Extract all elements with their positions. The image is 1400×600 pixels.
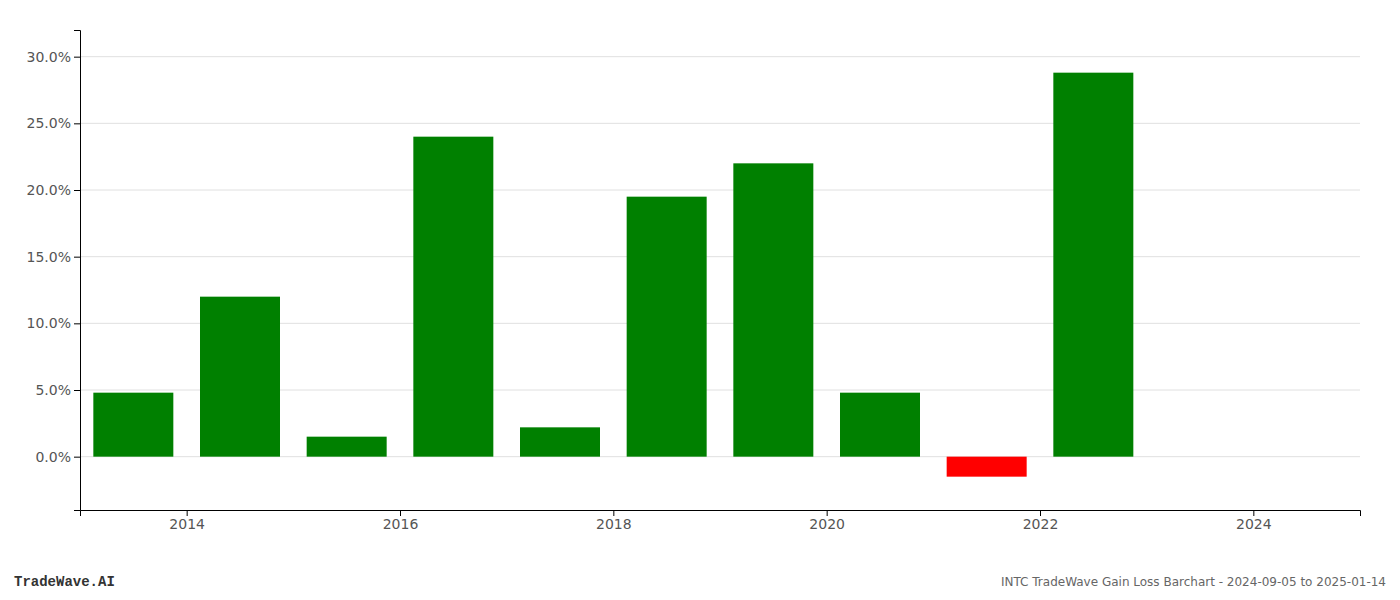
x-axis: 2014 2016 2018 2020 2022 2024 bbox=[81, 510, 1361, 532]
y-tick-mark bbox=[74, 123, 80, 124]
x-tick: 2014 bbox=[169, 510, 205, 532]
bar bbox=[200, 297, 280, 457]
y-tick-mark bbox=[74, 390, 80, 391]
y-tick-label: 10.0% bbox=[27, 315, 71, 331]
x-tick: 2016 bbox=[383, 510, 419, 532]
grid-line bbox=[80, 190, 1360, 191]
x-tick: 2020 bbox=[809, 510, 845, 532]
y-tick-label: 20.0% bbox=[27, 182, 71, 198]
bar bbox=[947, 457, 1027, 477]
y-axis: 0.0% 5.0% 10.0% 15.0% 20.0% 25.0% 30.0% bbox=[27, 31, 81, 511]
y-tick: 25.0% bbox=[27, 115, 80, 131]
y-tick: 30.0% bbox=[27, 49, 80, 65]
bar bbox=[1053, 73, 1133, 457]
y-tick: 5.0% bbox=[35, 382, 80, 398]
x-axis-line bbox=[81, 511, 1361, 517]
watermark: TradeWave.AI bbox=[14, 574, 115, 590]
x-tick-label: 2014 bbox=[169, 516, 205, 532]
y-tick-mark bbox=[74, 323, 80, 324]
bars bbox=[93, 73, 1133, 477]
chart: 0.0%5.0%10.0%15.0%20.0%25.0%30.0%2014201… bbox=[0, 0, 1400, 600]
y-tick: 20.0% bbox=[27, 182, 80, 198]
x-tick: 2022 bbox=[1023, 510, 1059, 532]
x-tick-label: 2024 bbox=[1236, 516, 1272, 532]
x-tick: 2018 bbox=[596, 510, 632, 532]
bar bbox=[840, 393, 920, 457]
x-tick-label: 2016 bbox=[383, 516, 419, 532]
grid-line bbox=[80, 56, 1360, 57]
y-tick-label: 5.0% bbox=[35, 382, 71, 398]
title: INTC TradeWave Gain Loss Barchart - 2024… bbox=[1001, 575, 1386, 589]
grid-line bbox=[80, 123, 1360, 124]
bar bbox=[627, 197, 707, 457]
bar bbox=[93, 393, 173, 457]
y-tick-label: 25.0% bbox=[27, 115, 71, 131]
bar bbox=[733, 163, 813, 456]
x-tick-label: 2020 bbox=[809, 516, 845, 532]
bar bbox=[307, 437, 387, 457]
x-tick-label: 2018 bbox=[596, 516, 632, 532]
y-tick-label: 0.0% bbox=[35, 449, 71, 465]
plot: 0.0%5.0%10.0%15.0%20.0%25.0%30.0%2014201… bbox=[27, 31, 1361, 532]
y-tick-mark bbox=[74, 57, 80, 58]
y-tick-mark bbox=[74, 257, 80, 258]
y-tick: 15.0% bbox=[27, 249, 80, 265]
y-axis-line bbox=[74, 31, 81, 511]
y-tick-label: 15.0% bbox=[27, 249, 71, 265]
x-tick: 2024 bbox=[1236, 510, 1272, 532]
bar bbox=[520, 427, 600, 456]
x-tick-label: 2022 bbox=[1023, 516, 1059, 532]
grid-line bbox=[80, 256, 1360, 257]
y-tick-label: 30.0% bbox=[27, 49, 71, 65]
y-tick: 10.0% bbox=[27, 315, 80, 331]
bar bbox=[413, 137, 493, 457]
y-tick-mark bbox=[74, 457, 80, 458]
y-tick: 0.0% bbox=[35, 449, 80, 465]
y-tick-mark bbox=[74, 190, 80, 191]
grid bbox=[80, 57, 1360, 457]
